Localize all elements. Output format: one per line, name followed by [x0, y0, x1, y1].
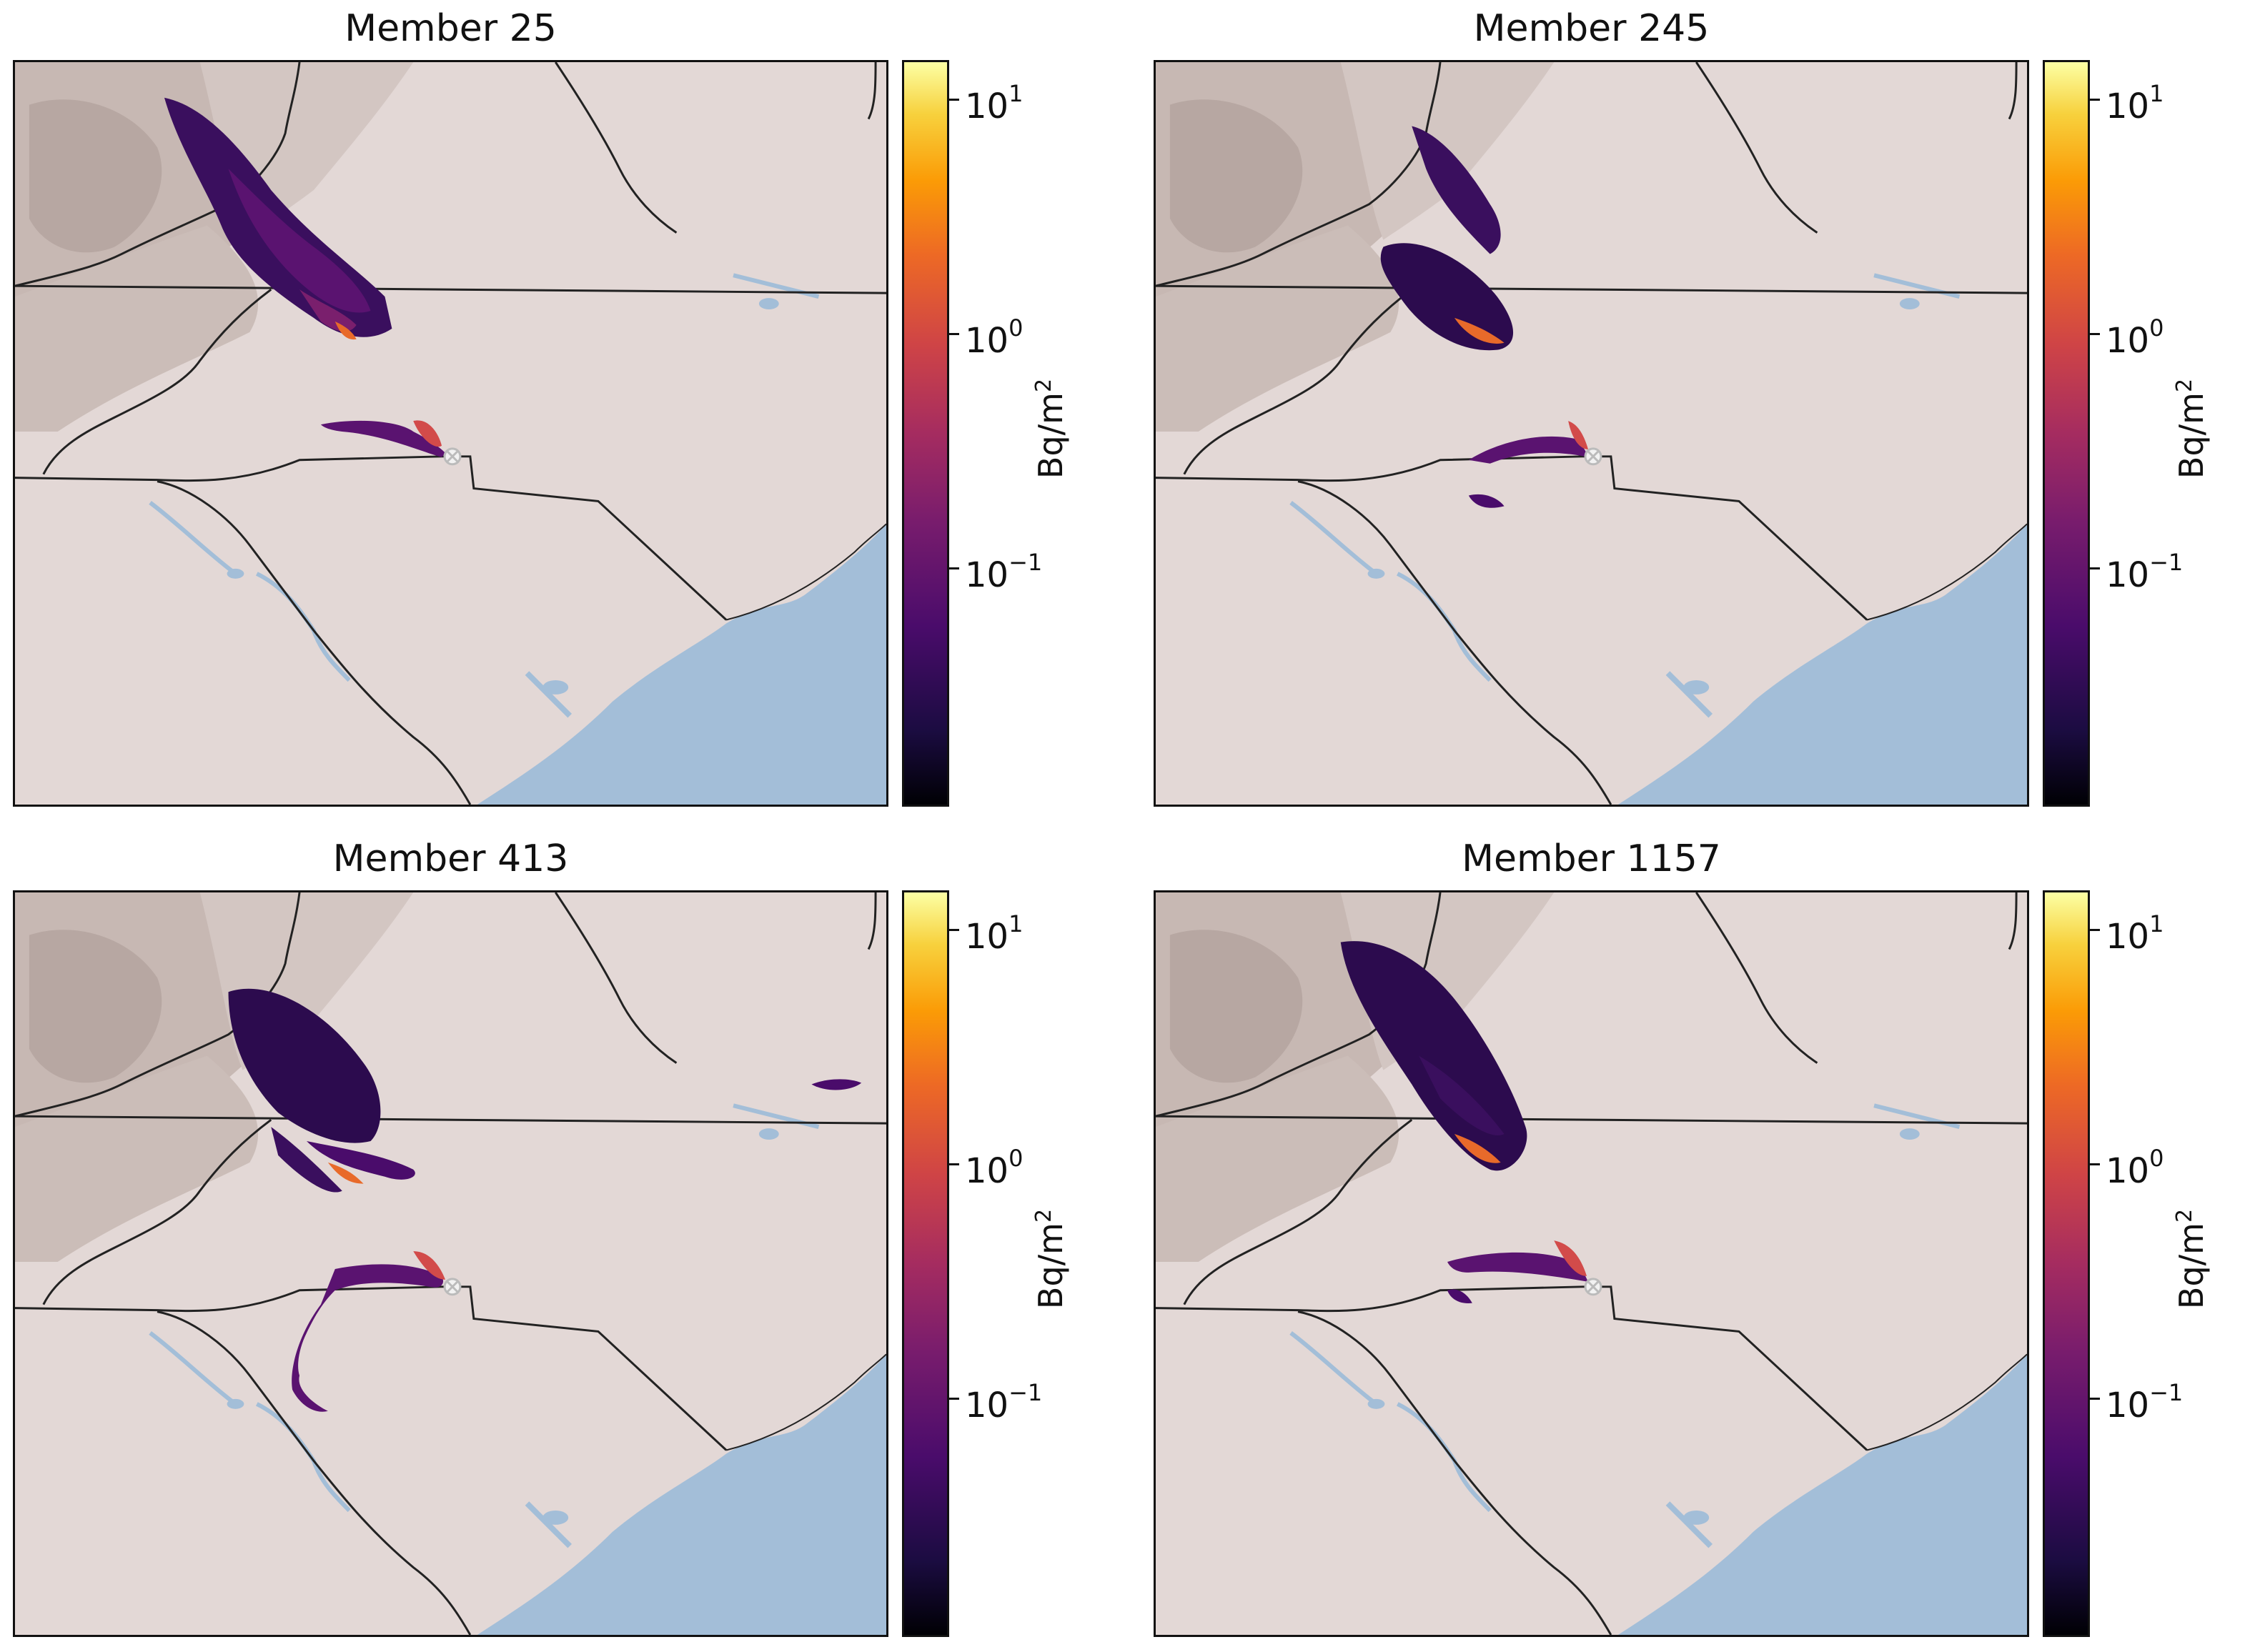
colorbar-label: Bq/m2 [1031, 378, 1071, 479]
colorbar-tick-label: 10−1 [965, 549, 1043, 595]
colorbar-tick [949, 1163, 959, 1165]
colorbar-tick-label: 101 [2106, 80, 2164, 126]
colorbar-label: Bq/m2 [2171, 1208, 2211, 1310]
colorbar-tick [949, 929, 959, 931]
colorbar-tick [949, 1398, 959, 1400]
deposition-plume [164, 97, 446, 457]
panel-title: Member 25 [345, 7, 557, 50]
colorbar-tick [2090, 1163, 2100, 1165]
basemap [1156, 892, 2027, 1635]
colorbar-tick [949, 333, 959, 335]
colorbar [2043, 890, 2090, 1637]
colorbar-tick [949, 567, 959, 569]
colorbar-tick-label: 101 [965, 80, 1024, 126]
colorbar-label: Bq/m2 [2171, 378, 2211, 479]
panel-title: Member 1157 [1462, 837, 1721, 880]
map-area [13, 60, 888, 807]
map-panel: Member 25 101 100 10−1 Bq/m2 [0, 0, 1129, 822]
map-panel: Member 1157 101 100 10−1 Bq/m2 [1141, 830, 2255, 1652]
colorbar-tick [2090, 333, 2100, 335]
colorbar-label: Bq/m2 [1031, 1208, 1071, 1310]
deposition-plume [228, 988, 862, 1412]
colorbar-tick-label: 10−1 [965, 1379, 1043, 1425]
colorbar-tick [2090, 567, 2100, 569]
colorbar [2043, 60, 2090, 807]
colorbar [902, 60, 949, 807]
map-panel: Member 413 101 100 10−1 Bq/m2 [0, 830, 1129, 1652]
colorbar-tick-label: 10−1 [2106, 1379, 2184, 1425]
panel-title: Member 413 [332, 837, 569, 880]
colorbar-tick-label: 100 [965, 1145, 1024, 1191]
map-panel: Member 245 101 100 10−1 Bq/m2 [1141, 0, 2255, 822]
basemap [1156, 62, 2027, 805]
colorbar-tick-label: 100 [2106, 1145, 2164, 1191]
colorbar [902, 890, 949, 1637]
deposition-plume [1340, 941, 1589, 1304]
map-area [1154, 890, 2029, 1637]
colorbar-tick-label: 100 [2106, 314, 2164, 361]
map-area [1154, 60, 2029, 807]
colorbar-tick [2090, 929, 2100, 931]
colorbar-tick [2090, 1398, 2100, 1400]
colorbar-tick-label: 101 [2106, 910, 2164, 957]
colorbar-tick-label: 10−1 [2106, 549, 2184, 595]
map-area [13, 890, 888, 1637]
basemap [15, 892, 886, 1635]
panel-title: Member 245 [1473, 7, 1710, 50]
colorbar-tick [949, 99, 959, 101]
colorbar-tick-label: 101 [965, 910, 1024, 957]
deposition-plume [1380, 126, 1589, 508]
colorbar-tick-label: 100 [965, 314, 1024, 361]
basemap [15, 62, 886, 805]
colorbar-tick [2090, 99, 2100, 101]
